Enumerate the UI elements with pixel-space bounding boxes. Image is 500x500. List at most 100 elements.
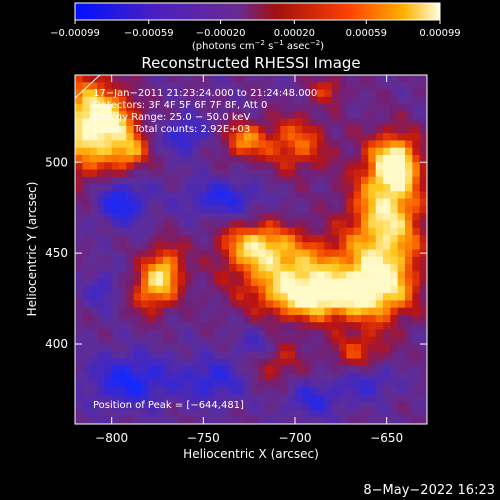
heatmap-cell: [185, 184, 193, 192]
heatmap-cell: [177, 111, 186, 120]
heatmap-cell: [185, 154, 193, 163]
heatmap-cell: [280, 249, 289, 258]
heatmap-cell: [251, 75, 259, 83]
heatmap-cell: [302, 264, 311, 272]
heatmap-cell: [412, 154, 421, 163]
heatmap-cell: [412, 205, 421, 214]
heatmap-cell: [104, 271, 113, 280]
heatmap-cell: [170, 82, 179, 91]
heatmap-cell: [419, 75, 427, 83]
heatmap-cell: [126, 191, 135, 200]
heatmap-cell: [390, 205, 399, 214]
heatmap-cell: [89, 162, 98, 171]
heatmap-cell: [133, 154, 142, 163]
heatmap-cell: [280, 205, 289, 214]
heatmap-cell: [265, 75, 274, 83]
heatmap-cell: [331, 242, 340, 251]
heatmap-cell: [243, 278, 252, 287]
heatmap-cell: [214, 147, 223, 156]
heatmap-cell: [89, 358, 98, 367]
heatmap-cell: [405, 256, 413, 265]
heatmap-cell: [126, 205, 135, 214]
heatmap-cell: [309, 104, 318, 112]
heatmap-cell: [148, 162, 157, 171]
heatmap-cell: [258, 314, 267, 323]
heatmap-cell: [280, 358, 289, 367]
plot-frame: [74, 74, 428, 425]
heatmap-cell: [353, 373, 362, 381]
heatmap-cell: [346, 162, 355, 171]
heatmap-cell: [265, 256, 274, 265]
heatmap-cell: [273, 264, 281, 272]
heatmap-cell: [148, 322, 157, 331]
heatmap-cell: [82, 125, 91, 134]
heatmap-cell: [302, 176, 311, 185]
heatmap-cell: [229, 322, 237, 331]
heatmap-cell: [419, 314, 427, 323]
heatmap-cell: [265, 176, 274, 185]
heatmap-cell: [412, 329, 421, 338]
heatmap-cell: [119, 154, 127, 163]
heatmap-cell: [412, 387, 421, 396]
heatmap-cell: [163, 242, 171, 251]
heatmap-cell: [287, 416, 296, 424]
heatmap-cell: [258, 82, 267, 91]
heatmap-cell: [258, 220, 267, 229]
heatmap-cell: [89, 147, 98, 156]
heatmap-cell: [170, 329, 179, 338]
heatmap-cell: [309, 184, 318, 192]
heatmap-cell: [148, 300, 157, 309]
heatmap-cell: [82, 409, 91, 418]
heatmap-cell: [185, 293, 193, 301]
heatmap-cell: [163, 365, 171, 374]
heatmap-cell: [309, 242, 318, 251]
heatmap-cell: [361, 75, 369, 83]
heatmap-cell: [412, 89, 421, 98]
heatmap-cell: [163, 198, 171, 207]
heatmap-cell: [397, 416, 406, 424]
heatmap-cell: [317, 373, 325, 381]
heatmap-cell: [280, 322, 289, 331]
heatmap-cell: [199, 198, 208, 207]
heatmap-cell: [214, 82, 223, 91]
heatmap-cell: [419, 278, 427, 287]
heatmap-cell: [236, 358, 245, 367]
heatmap-cell: [368, 416, 377, 424]
heatmap-cell: [368, 264, 377, 272]
heatmap-cell: [111, 220, 120, 229]
heatmap-cell: [397, 307, 406, 316]
heatmap-cell: [163, 285, 171, 294]
heatmap-cell: [331, 75, 340, 83]
heatmap-cell: [207, 147, 215, 156]
heatmap-cell: [119, 278, 127, 287]
heatmap-cell: [375, 394, 384, 403]
heatmap-cell: [324, 307, 333, 316]
heatmap-cell: [221, 82, 230, 91]
heatmap-cell: [199, 242, 208, 251]
heatmap-cell: [82, 293, 91, 301]
heatmap-cell: [104, 75, 113, 83]
heatmap-cell: [331, 111, 340, 120]
heatmap-cell: [368, 314, 377, 323]
heatmap-cell: [185, 111, 193, 120]
heatmap-cell: [273, 198, 281, 207]
heatmap-cell: [148, 387, 157, 396]
heatmap-cell: [236, 75, 245, 83]
heatmap-cell: [353, 220, 362, 229]
heatmap-cell: [419, 351, 427, 360]
heatmap-cell: [185, 133, 193, 142]
heatmap-cell: [383, 256, 391, 265]
heatmap-cell: [309, 416, 318, 424]
heatmap-cell: [177, 358, 186, 367]
heatmap-cell: [148, 147, 157, 156]
heatmap-cell: [104, 191, 113, 200]
heatmap-cell: [287, 162, 296, 171]
heatmap-cell: [229, 394, 237, 403]
heatmap-cell: [309, 234, 318, 243]
heatmap-cell: [229, 300, 237, 309]
heatmap-cell: [148, 256, 157, 265]
heatmap-cell: [192, 402, 201, 411]
heatmap-cell: [170, 118, 179, 127]
heatmap-cell: [405, 387, 413, 396]
heatmap-cell: [119, 162, 127, 171]
